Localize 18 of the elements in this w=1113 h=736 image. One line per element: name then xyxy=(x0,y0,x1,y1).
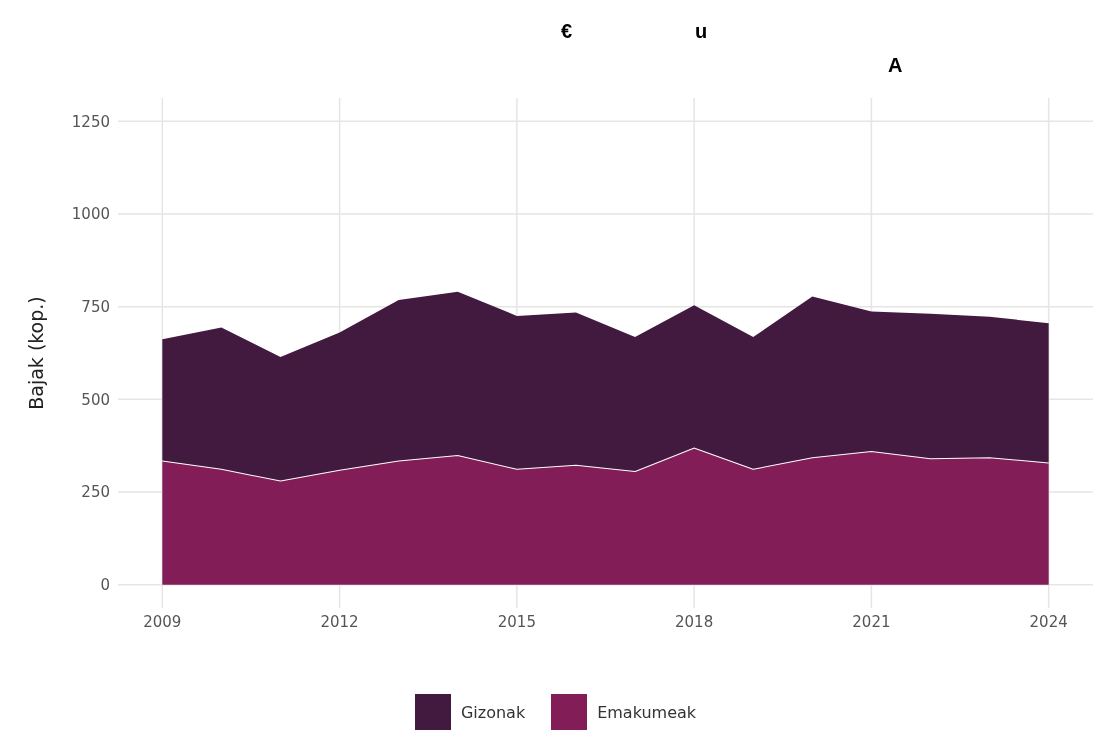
y-tick-label: 750 xyxy=(81,297,110,316)
text: A xyxy=(888,54,903,77)
x-tick-label: 2009 xyxy=(143,612,182,631)
y-tick-label: 1000 xyxy=(71,205,110,224)
x-tick-label: 2021 xyxy=(852,612,891,631)
x-tick-label: 2015 xyxy=(497,612,536,631)
legend-label: Emakumeak xyxy=(597,702,697,722)
y-axis-title: Bajak (kop.) xyxy=(24,296,47,410)
y-tick-label: 500 xyxy=(81,390,110,409)
legend-label: Gizonak xyxy=(460,702,526,722)
x-tick-label: 2018 xyxy=(675,612,714,631)
text: € xyxy=(561,20,573,43)
y-tick-label: 1250 xyxy=(71,112,110,131)
x-tick-label: 2012 xyxy=(320,612,359,631)
y-tick-label: 250 xyxy=(81,483,110,502)
text: u xyxy=(695,20,708,43)
y-tick-label: 0 xyxy=(100,576,110,595)
x-tick-label: 2024 xyxy=(1029,612,1068,631)
